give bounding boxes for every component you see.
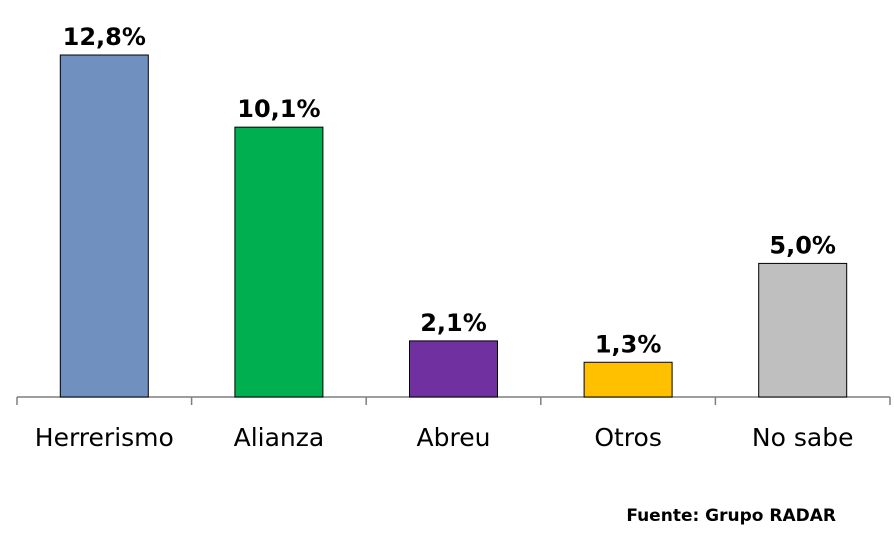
data-label: 1,3% (595, 330, 662, 358)
bars (59, 54, 848, 398)
x-axis-ticks (16, 397, 891, 405)
category-label: Abreu (417, 423, 491, 452)
bar-no-sabe (758, 262, 848, 398)
data-label: 2,1% (420, 309, 487, 337)
bar-alianza (234, 126, 324, 398)
data-label: 12,8% (63, 23, 146, 51)
category-label: Herrerismo (35, 423, 174, 452)
category-labels: Herrerismo Alianza Abreu Otros No sabe (35, 423, 854, 452)
source-note: Fuente: Grupo RADAR (626, 506, 836, 526)
category-label: No sabe (752, 423, 854, 452)
category-label: Otros (594, 423, 662, 452)
data-label: 5,0% (769, 231, 836, 259)
data-labels: 12,8% 10,1% 2,1% 1,3% 5,0% (63, 23, 836, 358)
data-label: 10,1% (237, 95, 320, 123)
category-label: Alianza (234, 423, 325, 452)
bar-abreu (409, 340, 498, 398)
bar-otros (583, 361, 673, 398)
bar-herrerismo (59, 54, 149, 398)
